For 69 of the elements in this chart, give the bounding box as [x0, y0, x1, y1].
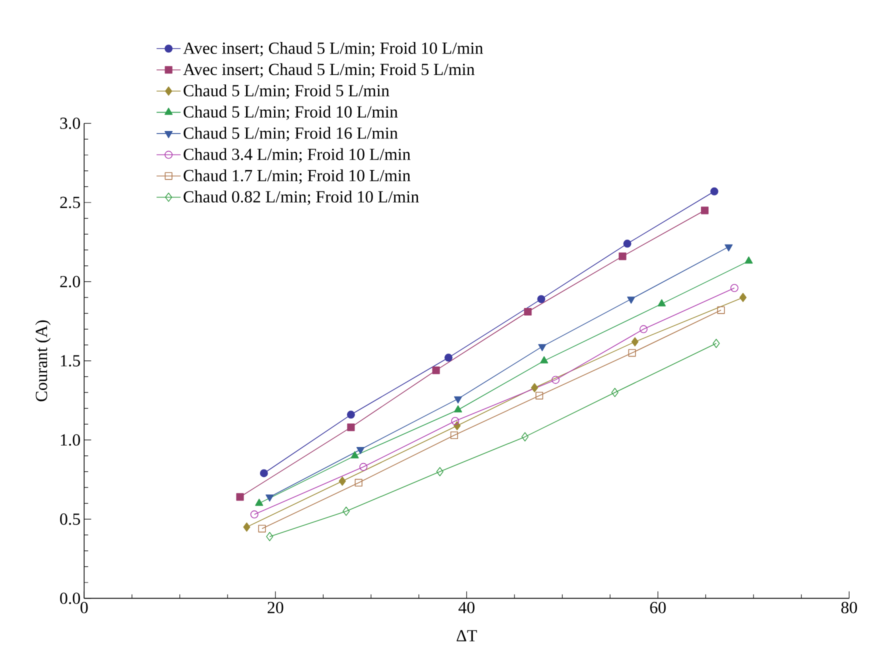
point: [266, 532, 274, 542]
point: [700, 206, 709, 214]
point: [628, 349, 636, 357]
point: [744, 256, 753, 264]
point: [521, 432, 529, 442]
point: [712, 338, 720, 348]
point: [432, 366, 440, 374]
point: [450, 431, 458, 440]
point: [618, 252, 626, 260]
point: [631, 337, 638, 346]
legend-label: Chaud 1.7 L/min; Froid 10 L/min: [184, 169, 410, 184]
point: [342, 506, 350, 516]
point: [454, 396, 462, 404]
point: [255, 498, 264, 506]
legend-label: Chaud 0.82 L/min; Froid 10 L/min: [184, 190, 419, 205]
y-tick-label: 0.5: [60, 513, 80, 525]
point: [436, 467, 444, 476]
point: [356, 446, 365, 454]
point: [454, 405, 462, 412]
point: [717, 306, 725, 314]
point: [536, 392, 544, 400]
y-tick-label: 0.0: [60, 592, 80, 604]
point: [611, 388, 618, 398]
point: [739, 292, 747, 302]
point: [338, 476, 346, 486]
legend-label: Avec insert; Chaud 5 L/min; Froid 10 L/min: [183, 42, 484, 56]
point: [451, 416, 460, 425]
legend-label: Chaud 5 L/min; Froid 16 L/min: [184, 126, 398, 142]
point: [537, 295, 546, 304]
point: [266, 494, 274, 502]
point: [623, 240, 632, 248]
x-tick-label: 0: [80, 602, 88, 614]
point: [260, 469, 268, 478]
legend-label: Chaud 3.4 L/min; Froid 10 L/min: [184, 148, 410, 163]
x-axis-title: ΔT: [456, 630, 477, 642]
y-tick-label: 1.0: [60, 434, 80, 446]
x-tick-label: 80: [841, 602, 857, 614]
point: [354, 478, 362, 487]
x-tick-label: 20: [268, 602, 284, 614]
point: [524, 308, 532, 316]
point: [350, 451, 359, 458]
point: [627, 296, 636, 304]
point: [243, 522, 250, 532]
legend-label: Chaud 5 L/min; Froid 10 L/min: [184, 106, 398, 120]
point: [640, 325, 648, 334]
point: [538, 344, 546, 352]
legend-label: Chaud 5 L/min; Froid 5 L/min: [184, 84, 390, 99]
point: [710, 187, 718, 196]
y-tick-label: 2.0: [60, 276, 80, 288]
legend-label: Avec insert; Chaud 5 L/min; Froid 5 L/min: [183, 63, 475, 78]
point: [236, 493, 244, 501]
y-tick-label: 2.5: [60, 196, 80, 208]
y-tick-label: 1.5: [60, 355, 80, 367]
point: [346, 410, 355, 419]
point: [531, 383, 538, 392]
point: [552, 376, 560, 384]
point: [258, 524, 266, 532]
point: [444, 354, 452, 362]
point: [347, 424, 355, 432]
x-tick-label: 60: [650, 602, 666, 614]
y-axis-title: Courant (A): [35, 320, 51, 402]
point: [724, 244, 733, 252]
point: [359, 462, 368, 471]
y-tick-label: 3.0: [60, 118, 80, 130]
x-tick-label: 40: [458, 602, 474, 614]
point: [250, 510, 258, 518]
point: [730, 284, 738, 292]
point: [658, 299, 666, 306]
point: [540, 356, 548, 364]
